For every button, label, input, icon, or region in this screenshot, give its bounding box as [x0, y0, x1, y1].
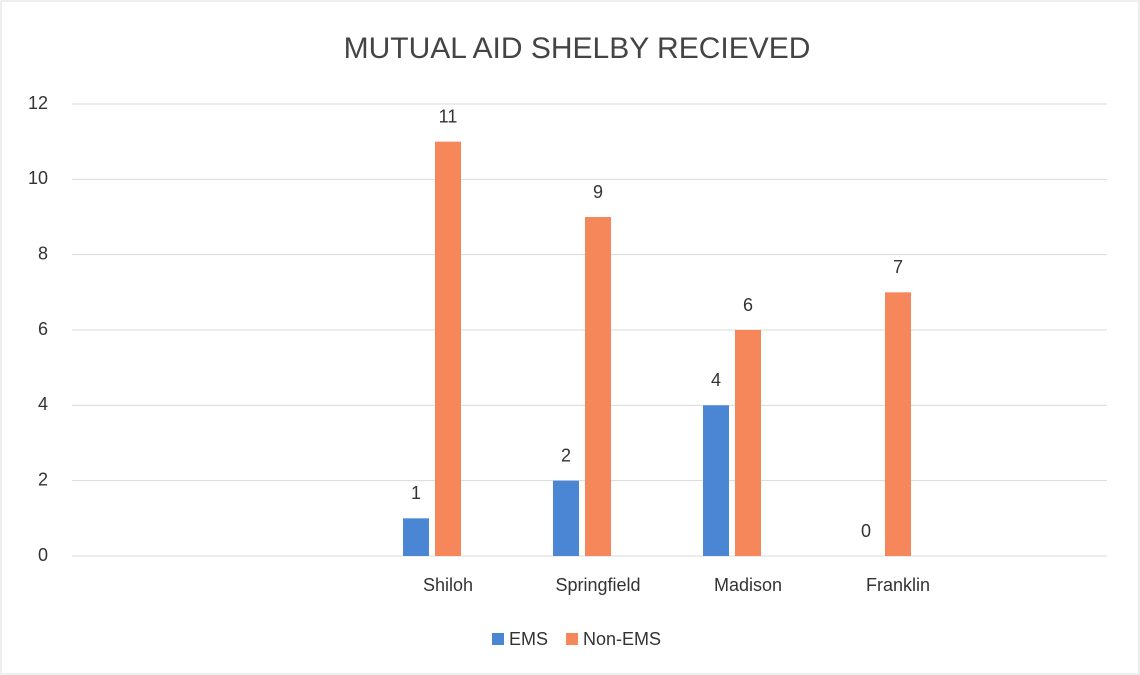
data-label: 9: [593, 182, 603, 202]
y-tick-label: 12: [28, 93, 48, 113]
bar: [553, 480, 579, 556]
x-tick-label: Shiloh: [423, 575, 473, 595]
legend-swatch: [492, 633, 504, 645]
x-tick-label: Springfield: [555, 575, 640, 595]
y-tick-label: 2: [38, 469, 48, 489]
y-tick-label: 6: [38, 319, 48, 339]
bar: [735, 330, 761, 556]
data-label: 11: [439, 106, 458, 126]
x-tick-label: Madison: [714, 575, 782, 595]
bar: [885, 292, 911, 556]
legend-label: EMS: [509, 629, 548, 649]
bar: [435, 141, 461, 556]
y-tick-label: 0: [38, 545, 48, 565]
x-tick-label: Franklin: [866, 575, 930, 595]
data-label: 1: [411, 483, 421, 503]
chart-title: MUTUAL AID SHELBY RECIEVED: [344, 32, 811, 65]
bar: [703, 405, 729, 556]
data-label: 6: [743, 295, 753, 315]
bar: [403, 518, 429, 556]
y-tick-label: 10: [28, 168, 48, 188]
data-label: 2: [561, 445, 571, 465]
data-label: 4: [711, 370, 721, 390]
data-label: 0: [861, 521, 871, 541]
data-label: 7: [893, 257, 903, 277]
bar: [585, 217, 611, 556]
legend-swatch: [566, 633, 579, 645]
y-tick-label: 8: [38, 243, 48, 263]
legend-label: Non-EMS: [583, 629, 661, 649]
y-tick-label: 4: [38, 394, 48, 414]
